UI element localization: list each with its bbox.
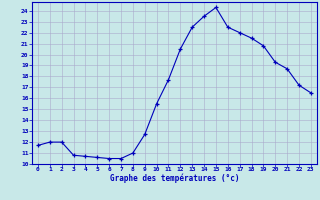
X-axis label: Graphe des températures (°c): Graphe des températures (°c) bbox=[110, 174, 239, 183]
